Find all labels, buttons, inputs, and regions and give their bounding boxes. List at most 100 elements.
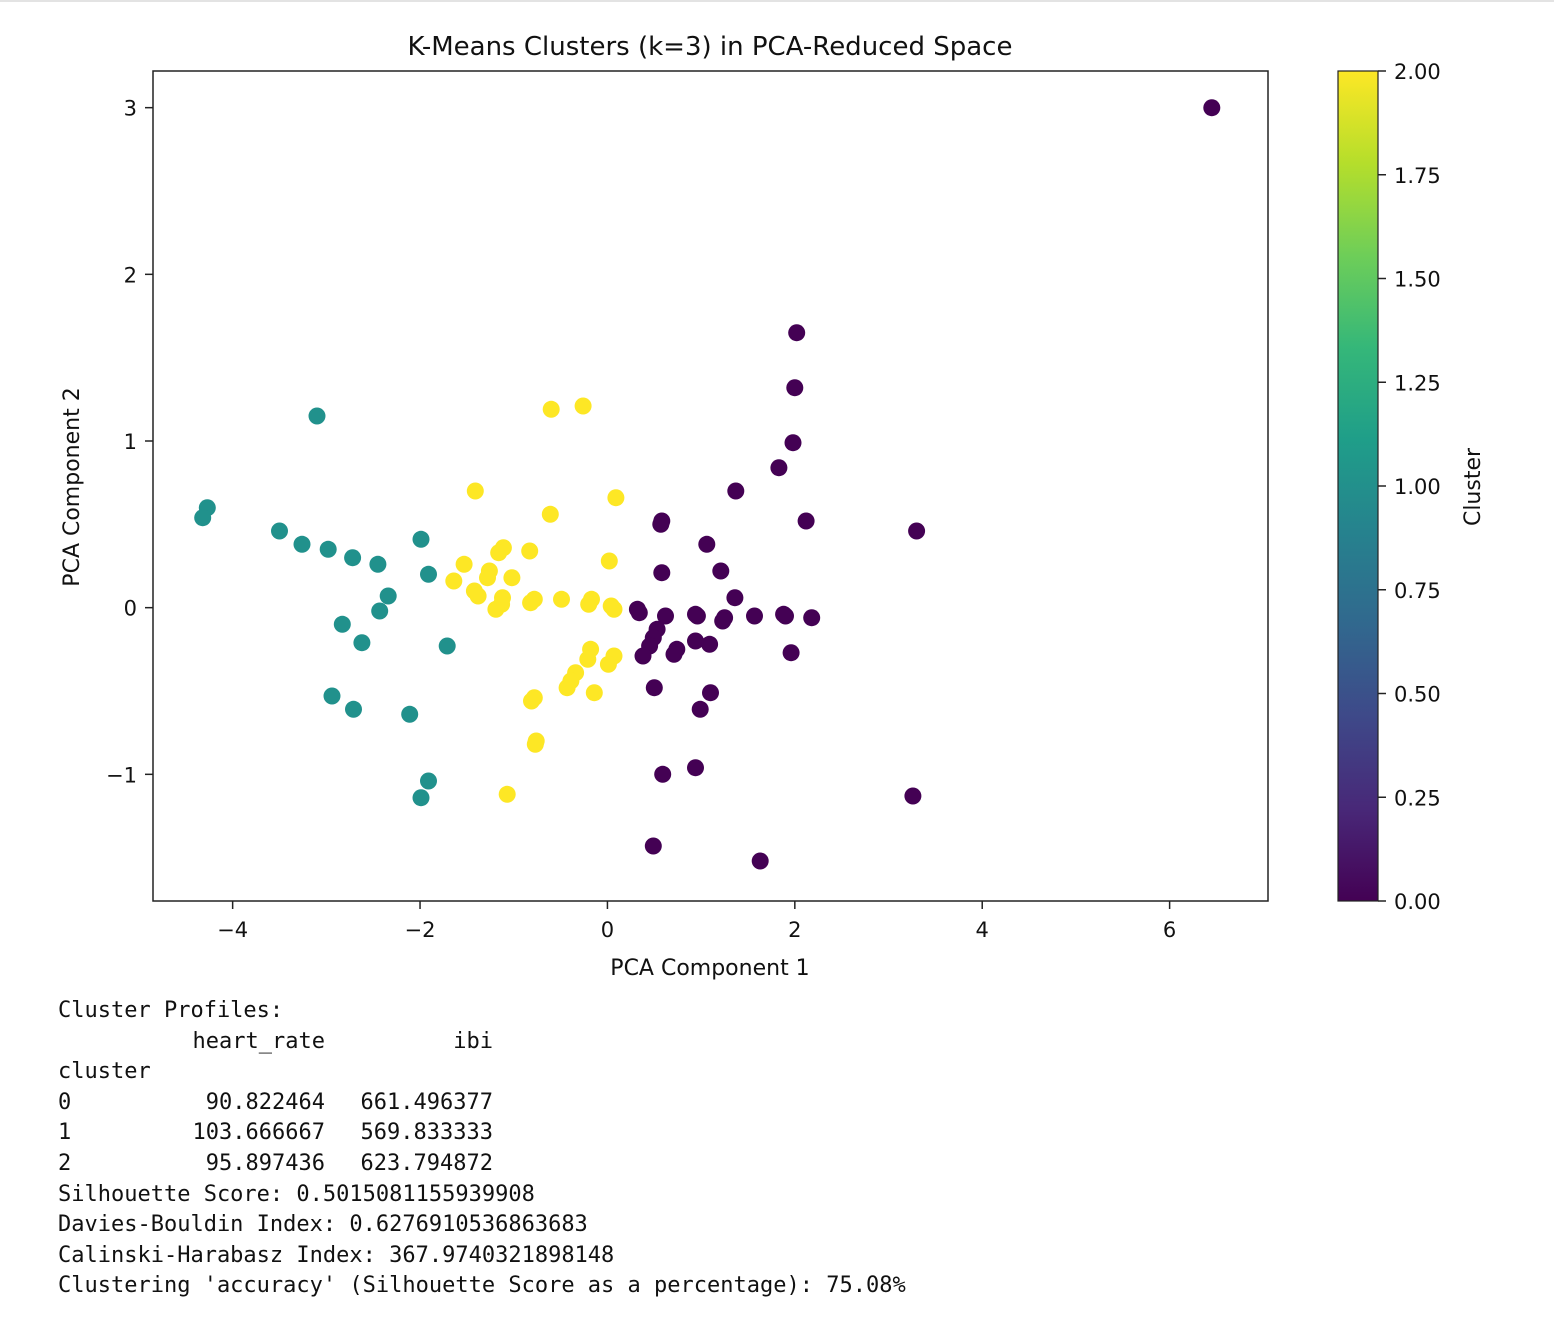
clustering-accuracy: Clustering 'accuracy' (Silhouette Score … [58,1273,906,1299]
scatter-point [803,609,821,627]
plot-area [194,99,1221,870]
scatter-point [445,572,463,590]
scatter-point [726,589,744,607]
scatter-point [469,587,487,605]
colorbar-tick-label: 0.50 [1394,683,1441,707]
row-heart-rate: 103.666667 [192,1120,325,1146]
scatter-point [652,515,670,533]
x-tick-label: −4 [217,918,248,942]
scatter-point [466,482,484,500]
scatter-point [727,482,745,500]
cluster-2-points [445,397,625,803]
scatter-point [323,687,341,705]
scatter-point [665,645,683,663]
table-row: 1 103.666667 569.833333 [58,1118,906,1149]
scatter-point [455,555,473,573]
column-header-heart-rate: heart_rate [192,1028,325,1054]
scatter-point [194,509,212,527]
scatter-point [574,397,592,415]
scatter-point [412,530,430,548]
scatter-point [345,700,362,718]
scatter-point [521,542,539,560]
cluster-0-points [628,99,1221,870]
scatter-point [344,549,362,567]
scatter-point [522,594,540,612]
x-axis-label: PCA Component 1 [610,956,809,981]
plot-frame [152,70,1269,902]
table-index-name: cluster [58,1059,151,1085]
scatter-point [479,569,496,587]
scatter-point [542,400,560,418]
row-heart-rate: 95.897436 [205,1150,325,1176]
console-output: Cluster Profiles: heart_rate ibi cluster 0 90… [58,996,906,1302]
cluster-1-points [194,407,456,807]
scatter-point [412,789,430,807]
top-divider [0,0,1554,2]
scatter-point [420,772,437,790]
row-ibi: 661.496377 [360,1089,493,1115]
row-ibi: 623.794872 [360,1150,493,1176]
scatter-point [420,565,437,583]
scatter-point [558,679,576,697]
colorbar-gradient [1337,70,1379,902]
output-heading: Cluster Profiles: [58,998,284,1023]
row-heart-rate: 90.822464 [205,1089,325,1115]
y-tick-label: 1 [124,430,137,454]
scatter-point [293,535,311,553]
x-tick-label: 6 [1163,918,1176,942]
scatter-point [797,512,815,530]
scatter-point [308,407,326,425]
row-ibi: 569.833333 [360,1120,493,1146]
scatter-point [784,434,802,452]
y-axis-label: PCA Component 2 [60,387,85,586]
y-tick-label: 2 [124,263,137,287]
scatter-point [746,607,763,625]
scatter-point [904,787,922,805]
scatter-point [634,647,652,665]
scatter-point [579,650,597,668]
x-tick-label: 0 [601,918,614,942]
scatter-point [1203,99,1221,117]
scatter-point [654,765,672,783]
x-tick-label: 4 [976,918,989,942]
scatter-point [498,785,516,803]
y-tick-label: −1 [106,763,137,787]
scatter-point [490,544,508,562]
y-tick-label: 0 [124,597,137,621]
scatter-point [644,837,662,855]
scatter-point [630,604,648,622]
colorbar-tick-label: 2.00 [1394,60,1441,84]
scatter-point [653,564,671,582]
scatter-point [379,587,397,605]
scatter-point [657,607,674,625]
scatter-point [788,324,806,342]
colorbar-tick-label: 1.00 [1394,475,1441,499]
scatter-point [371,602,389,620]
scatter-point [580,595,598,613]
table-header-row: heart_rate ibi [58,1027,906,1058]
x-tick-label: 2 [788,918,801,942]
x-tick-label: −2 [405,918,436,942]
scatter-point [712,562,730,580]
scatter-point [908,522,926,540]
kmeans-figure: K-Means Clusters (k=3) in PCA-Reduced Sp… [60,32,1486,981]
colorbar-tick-label: 1.75 [1394,164,1441,188]
table-row: 0 90.822464 661.496377 [58,1088,906,1119]
scatter-point [523,692,540,710]
colorbar-tick-label: 0.75 [1394,579,1441,603]
scatter-point [688,607,706,625]
scatter-point [786,379,804,397]
scatter-point [319,540,337,558]
scatter-point [698,535,716,553]
davies-bouldin-index: Davies-Bouldin Index: 0.6276910536863683 [58,1212,588,1238]
scatter-point [438,637,456,655]
scatter-point [751,852,769,870]
scatter-point [777,607,794,625]
scatter-point [702,684,719,702]
row-index: 0 [58,1089,72,1115]
scatter-point [782,644,800,662]
scatter-point [687,759,704,777]
colorbar-label: Cluster [1461,447,1486,526]
colorbar-tick-label: 0.25 [1394,786,1441,810]
scatter-point [353,634,371,652]
